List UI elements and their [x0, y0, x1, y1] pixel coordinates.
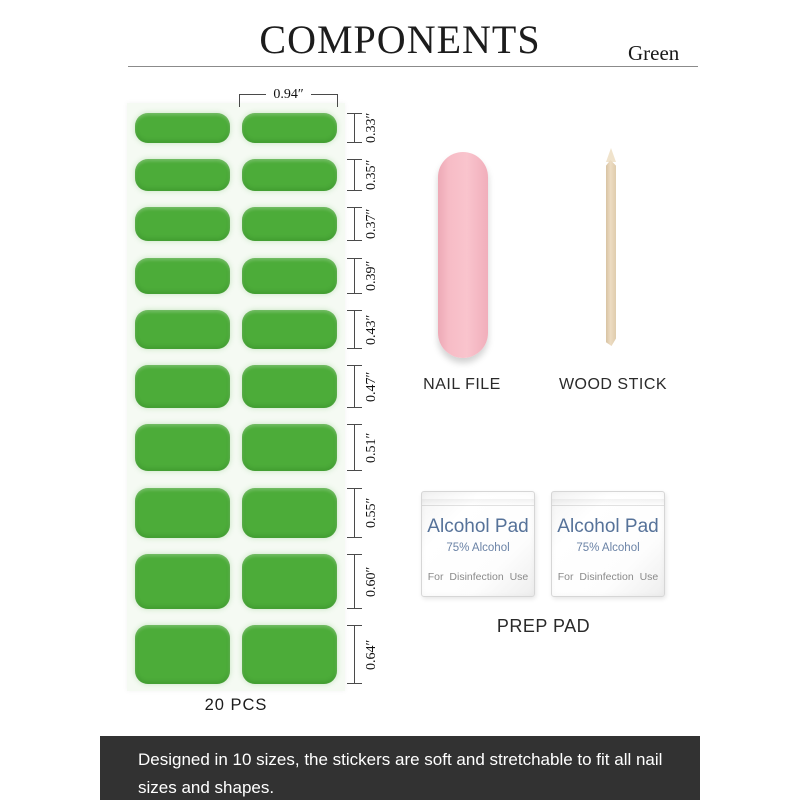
size-label: 0.35″ [364, 160, 379, 191]
nail-file-label: NAIL FILE [423, 376, 501, 393]
nail-sticker [135, 207, 230, 242]
nail-sticker [242, 113, 337, 143]
sticker-row: 0.51″ [127, 424, 379, 472]
header-divider [128, 66, 698, 67]
size-label: 0.55″ [364, 497, 379, 528]
sticker-row: 0.39″ [127, 257, 379, 294]
pad-flap [422, 499, 534, 506]
size-label: 0.33″ [364, 112, 379, 143]
footer-text: Designed in 10 sizes, the stickers are s… [138, 750, 663, 797]
size-ruler: 0.47″ [347, 365, 403, 409]
nail-sticker [135, 624, 230, 684]
nail-sticker [135, 257, 230, 294]
sticker-row: 0.60″ [127, 553, 379, 609]
alcohol-pad-title: Alcohol Pad [427, 516, 529, 537]
size-ruler: 0.60″ [347, 553, 403, 609]
size-ruler: 0.51″ [347, 424, 403, 472]
size-label: 0.37″ [364, 209, 379, 240]
size-ruler: 0.64″ [347, 624, 403, 684]
nail-sticker [135, 159, 230, 192]
ruler-line [354, 487, 355, 538]
ruler-tick [239, 94, 240, 107]
size-ruler: 0.33″ [347, 113, 403, 143]
size-ruler: 0.55″ [347, 487, 403, 538]
sticker-row: 0.64″ [127, 624, 379, 684]
nail-sticker [135, 424, 230, 472]
size-label: 0.43″ [364, 314, 379, 345]
nail-sticker [242, 257, 337, 294]
wood-stick-label: WOOD STICK [558, 376, 668, 393]
nail-sticker [242, 159, 337, 192]
nail-sticker [135, 309, 230, 349]
size-ruler: 0.35″ [347, 159, 403, 192]
size-label: 0.60″ [364, 566, 379, 597]
nail-sticker [135, 113, 230, 143]
ruler-line [354, 159, 355, 192]
nail-sticker [242, 624, 337, 684]
alcohol-pad-packet: Alcohol Pad 75% Alcohol For Disinfection… [551, 491, 665, 597]
ruler-line [354, 207, 355, 242]
nail-file-image [438, 152, 488, 358]
alcohol-pad-title: Alcohol Pad [557, 516, 659, 537]
ruler-line [310, 94, 337, 95]
sticker-row: 0.47″ [127, 365, 379, 409]
ruler-tick [337, 94, 338, 107]
color-variant-label: Green [628, 41, 680, 65]
size-ruler: 0.43″ [347, 309, 403, 349]
width-ruler: 0.94″ [239, 88, 338, 107]
nail-sticker [242, 207, 337, 242]
nail-sticker [242, 553, 337, 609]
ruler-line [240, 94, 267, 95]
ruler-line [354, 553, 355, 609]
size-label: 0.39″ [364, 260, 379, 291]
alcohol-pad-note: For Disinfection Use [427, 571, 529, 583]
prep-pad-label: PREP PAD [496, 616, 591, 636]
ruler-line [354, 309, 355, 349]
size-label: 0.47″ [364, 371, 379, 402]
ruler-line [354, 424, 355, 472]
alcohol-pad-packet: Alcohol Pad 75% Alcohol For Disinfection… [421, 491, 535, 597]
nail-sticker [135, 365, 230, 409]
ruler-line [354, 257, 355, 294]
nail-sticker [242, 365, 337, 409]
pad-flap [552, 499, 664, 506]
alcohol-pad-note: For Disinfection Use [557, 571, 659, 583]
sticker-row: 0.55″ [127, 487, 379, 538]
size-ruler: 0.39″ [347, 257, 403, 294]
sticker-row: 0.35″ [127, 159, 379, 192]
nail-sticker [135, 553, 230, 609]
page-title: COMPONENTS [259, 17, 541, 62]
sticker-row: 0.33″ [127, 113, 379, 143]
nail-sticker [135, 487, 230, 538]
sticker-row: 0.43″ [127, 309, 379, 349]
nail-sticker [242, 424, 337, 472]
wood-stick-tip [606, 148, 616, 162]
size-label: 0.51″ [364, 432, 379, 463]
size-ruler: 0.37″ [347, 207, 403, 242]
alcohol-pad-subtitle: 75% Alcohol [446, 542, 510, 554]
alcohol-pad-subtitle: 75% Alcohol [576, 542, 640, 554]
wood-stick-image [606, 160, 616, 346]
ruler-line [354, 624, 355, 684]
sheet-count-label: 20 PCS [204, 696, 268, 714]
sticker-sheet: 0.94″ 0.33″ 0.35″ 0.37″ [127, 88, 379, 691]
nail-sticker [242, 309, 337, 349]
width-label: 0.94″ [273, 87, 304, 102]
sticker-row: 0.37″ [127, 207, 379, 242]
ruler-line [354, 365, 355, 409]
nail-sticker [242, 487, 337, 538]
footer-banner: Designed in 10 sizes, the stickers are s… [100, 736, 700, 800]
size-label: 0.64″ [364, 639, 379, 670]
ruler-line [354, 113, 355, 143]
